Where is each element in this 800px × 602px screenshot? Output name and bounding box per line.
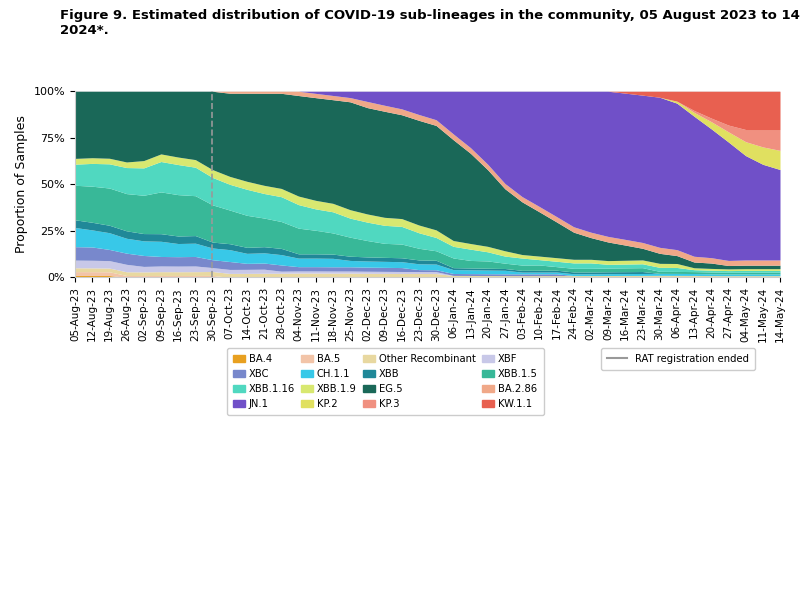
X-axis label: Week ending: Week ending (386, 348, 468, 361)
Y-axis label: Proportion of Samples: Proportion of Samples (15, 116, 28, 253)
Legend: RAT registration ended: RAT registration ended (601, 347, 754, 370)
Text: Figure 9. Estimated distribution of COVID-19 sub-lineages in the community, 05 A: Figure 9. Estimated distribution of COVI… (60, 9, 800, 37)
